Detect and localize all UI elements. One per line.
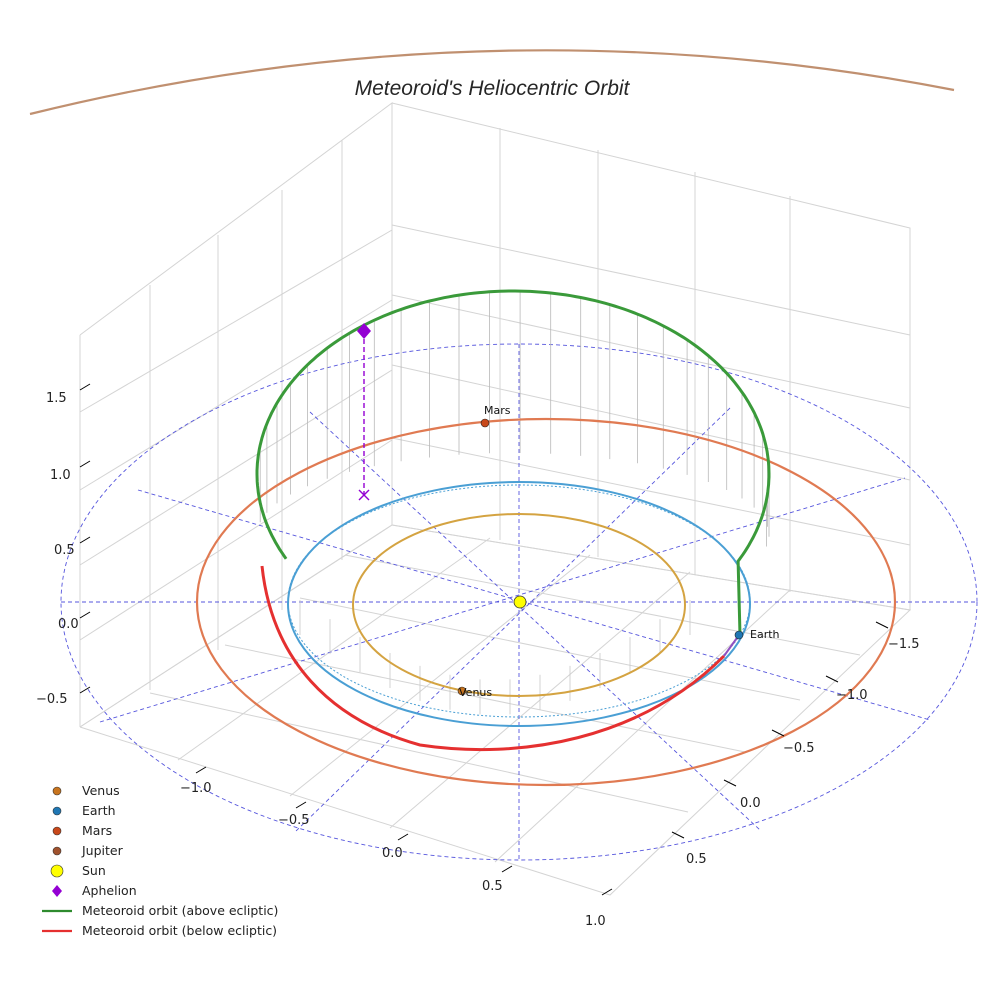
- x-tick-label: −0.5: [278, 813, 310, 828]
- legend-item: Meteoroid orbit (above ecliptic): [42, 903, 278, 918]
- z-tick-label: −0.5: [36, 692, 68, 707]
- legend-label: Mars: [82, 823, 112, 838]
- chart-title: Meteoroid's Heliocentric Orbit: [355, 77, 631, 100]
- z-axis: −0.5 0.0 0.5 1.0 1.5: [36, 383, 91, 707]
- y-tick-label: 0.0: [740, 796, 761, 811]
- legend-label: Meteoroid orbit (above ecliptic): [82, 903, 278, 918]
- mars-label: Mars: [484, 404, 511, 417]
- y-tick-label: −1.5: [888, 637, 920, 652]
- z-tick-label: 0.5: [54, 543, 75, 558]
- legend-label: Sun: [82, 863, 106, 878]
- legend-label: Aphelion: [82, 883, 137, 898]
- legend-label: Earth: [82, 803, 116, 818]
- axes-grid: [79, 102, 912, 896]
- legend-label: Meteoroid orbit (below ecliptic): [82, 923, 277, 938]
- meteoroid-orbit-node-segment: [723, 634, 740, 657]
- y-tick-label: 0.5: [686, 852, 707, 867]
- legend-marker: [52, 786, 62, 796]
- earth-label: Earth: [750, 628, 780, 641]
- legend-item: Meteoroid orbit (below ecliptic): [42, 923, 277, 938]
- legend-label: Venus: [82, 783, 120, 798]
- legend-item: Mars: [52, 823, 112, 838]
- meteoroid-orbit-below: [260, 565, 726, 752]
- sun-marker: [513, 595, 527, 609]
- legend-marker: [52, 885, 62, 897]
- ecliptic-plane: [60, 343, 978, 861]
- x-tick-label: 0.0: [382, 846, 403, 861]
- x-axis: −1.0 −0.5 0.0 0.5 1.0: [180, 766, 613, 929]
- z-tick-label: 0.0: [58, 617, 79, 632]
- venus-label: Venus: [459, 686, 492, 699]
- legend-item: Aphelion: [52, 883, 137, 898]
- legend-marker: [52, 806, 62, 816]
- legend-marker: [50, 864, 64, 878]
- y-tick-label: −1.0: [836, 688, 868, 703]
- y-tick-label: −0.5: [783, 741, 815, 756]
- jupiter-orbit: [29, 49, 955, 116]
- legend: Venus Earth Mars Jupiter Sun Aphelion Meteoroi…: [42, 783, 278, 938]
- x-tick-label: −1.0: [180, 781, 212, 796]
- legend-item: Venus: [52, 783, 120, 798]
- z-tick-label: 1.0: [50, 468, 71, 483]
- legend-item: Sun: [50, 863, 106, 878]
- x-tick-label: 1.0: [585, 914, 606, 929]
- legend-marker: [52, 826, 62, 836]
- meteoroid-orbit-above: [255, 289, 771, 636]
- mars-orbit: [195, 417, 897, 787]
- legend-marker: [52, 846, 62, 856]
- aphelion-marker: [357, 323, 371, 339]
- z-tick-label: 1.5: [46, 391, 67, 406]
- mars-marker: [480, 418, 490, 428]
- legend-item: Earth: [52, 803, 116, 818]
- venus-marker: [457, 686, 467, 696]
- legend-label: Jupiter: [81, 843, 124, 858]
- earth-orbit-dotted: [287, 484, 751, 718]
- x-tick-label: 0.5: [482, 879, 503, 894]
- y-axis: −1.5 −1.0 −0.5 0.0 0.5: [671, 621, 920, 867]
- venus-orbit: [352, 513, 686, 697]
- earth-marker: [734, 630, 744, 640]
- legend-item: Jupiter: [52, 843, 124, 858]
- aphelion-projection-marker: [358, 489, 370, 501]
